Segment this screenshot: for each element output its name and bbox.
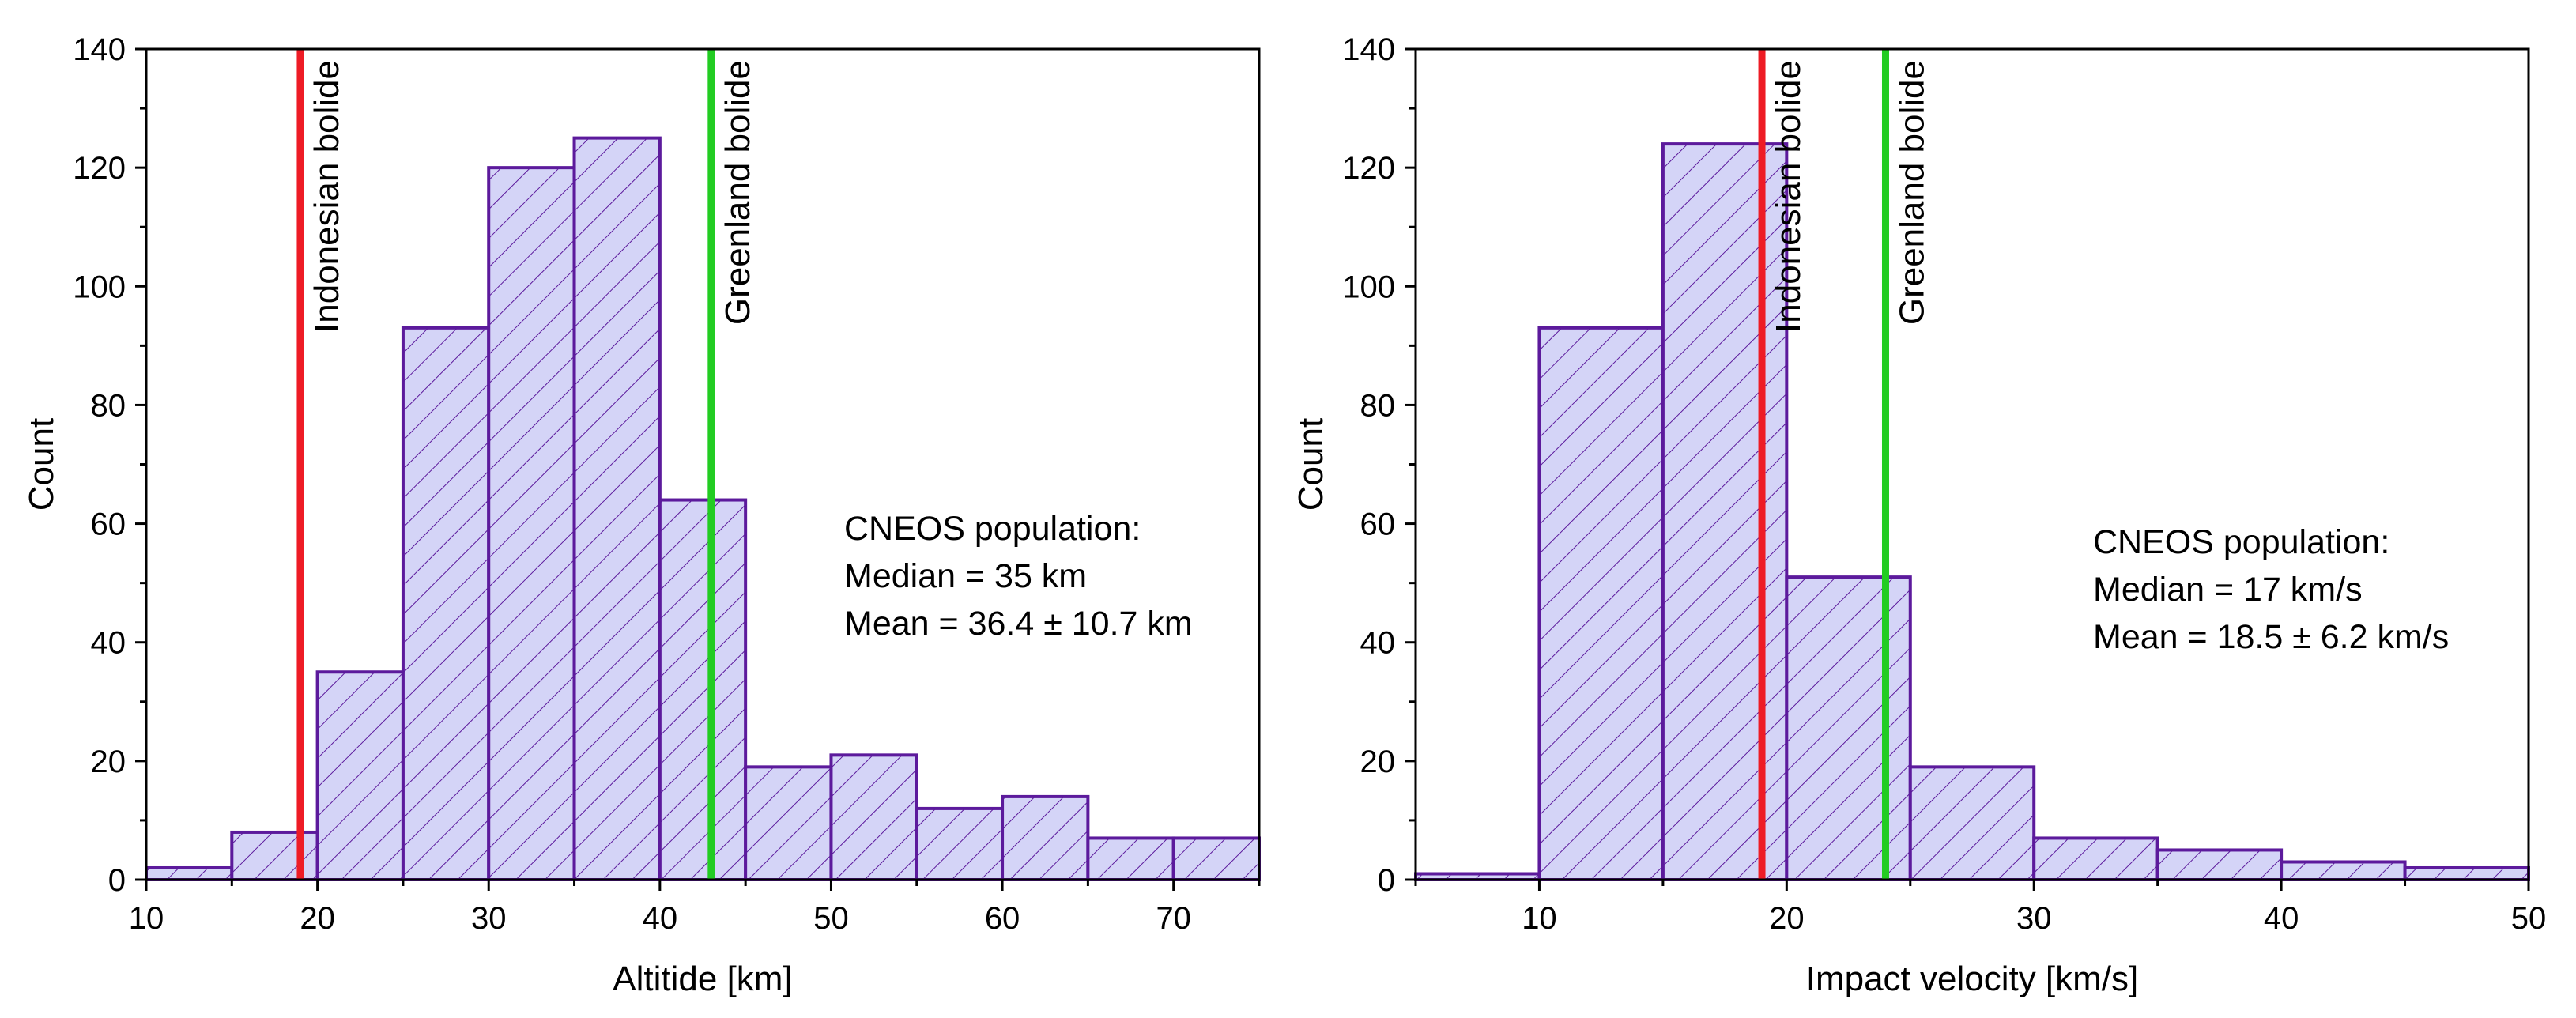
y-tick-label: 60: [91, 507, 126, 542]
annotation-line: Median = 35 km: [844, 557, 1087, 595]
x-tick-label: 30: [471, 901, 507, 936]
x-tick-label: 20: [1769, 901, 1805, 936]
x-tick-label: 40: [2264, 901, 2299, 936]
histogram-bar: [315, 670, 405, 881]
histogram-bar: [1171, 836, 1261, 881]
y-axis-label: Count: [1292, 418, 1330, 511]
annotation-title: CNEOS population:: [2093, 523, 2389, 561]
histogram-bar: [401, 326, 491, 882]
y-tick-label: 140: [73, 32, 126, 67]
marker-label: Indonesian bolide: [307, 60, 346, 333]
y-axis-label: Count: [22, 418, 61, 511]
histogram-bar: [487, 166, 576, 881]
x-tick-label: 60: [985, 901, 1020, 936]
y-tick-label: 20: [1360, 745, 1396, 779]
x-tick-label: 40: [643, 901, 678, 936]
annotation-line: Median = 17 km/s: [2093, 571, 2363, 609]
y-tick-label: 40: [1360, 626, 1396, 661]
histogram-bar: [1086, 836, 1175, 881]
histogram-bar: [1908, 765, 2036, 881]
histogram-bar: [915, 806, 1005, 882]
marker-label: Greenland bolide: [718, 60, 757, 325]
histogram-bar: [1537, 326, 1665, 882]
histogram-bar: [2403, 865, 2531, 882]
y-tick-label: 120: [73, 151, 126, 186]
y-tick-label: 80: [91, 388, 126, 423]
x-tick-label: 70: [1156, 901, 1191, 936]
annotation-line: Mean = 18.5 ± 6.2 km/s: [2093, 618, 2449, 656]
histogram-bar: [829, 753, 918, 881]
histogram-bar: [1661, 142, 1789, 882]
y-tick-label: 80: [1360, 388, 1396, 423]
histogram-bar: [658, 498, 748, 881]
x-tick-label: 30: [2016, 901, 2052, 936]
y-tick-label: 120: [1342, 151, 1395, 186]
y-tick-label: 40: [91, 626, 126, 661]
histogram-bar: [744, 765, 833, 881]
histogram-bar: [145, 865, 234, 882]
histogram-bar: [2155, 848, 2284, 881]
velocity-histogram-panel: Indonesian bolide Greenland bolide 0 20 40 60…: [1292, 32, 2546, 998]
marker-label: Indonesian bolide: [1769, 60, 1808, 333]
x-tick-label: 20: [300, 901, 335, 936]
y-tick-label: 100: [73, 270, 126, 304]
x-axis-label: Impact velocity [km/s]: [1806, 960, 2139, 998]
x-tick-label: 10: [1522, 901, 1557, 936]
annotation-line: Mean = 36.4 ± 10.7 km: [844, 605, 1193, 643]
marker-label: Greenland bolide: [1892, 60, 1931, 325]
x-axis-label: Altitide [km]: [613, 960, 792, 998]
x-tick-label: 50: [2511, 901, 2547, 936]
histogram-bar: [2032, 836, 2159, 881]
annotation-title: CNEOS population:: [844, 510, 1141, 548]
altitude-histogram-panel: Indonesian bolide Greenland bolide 0 20 40 60…: [22, 32, 1261, 998]
x-tick-label: 50: [813, 901, 849, 936]
y-tick-label: 20: [91, 745, 126, 779]
histogram-bar: [1001, 794, 1090, 882]
y-tick-label: 0: [1378, 863, 1395, 898]
histogram-bar: [2280, 860, 2407, 881]
y-tick-label: 0: [108, 863, 126, 898]
histogram-bar: [572, 136, 662, 882]
x-tick-label: 10: [129, 901, 164, 936]
y-tick-label: 60: [1360, 507, 1396, 542]
y-tick-label: 100: [1342, 270, 1395, 304]
histogram-bar: [230, 830, 319, 882]
histogram-bar: [1785, 575, 1912, 882]
y-tick-label: 140: [1342, 32, 1395, 67]
